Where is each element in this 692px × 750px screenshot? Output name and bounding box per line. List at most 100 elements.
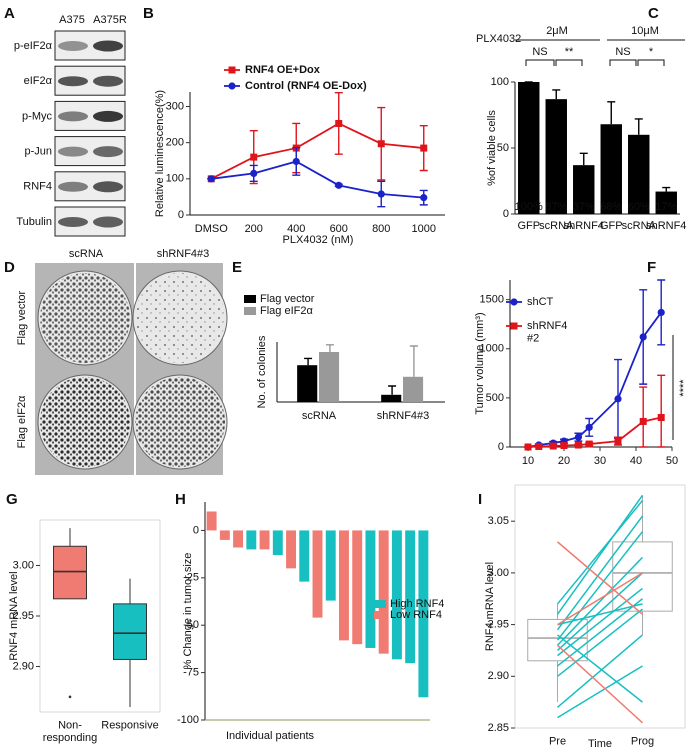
annotation: 2μM [546,25,568,37]
box [113,603,147,660]
paired-line [557,634,643,708]
error-bar [304,357,313,366]
y-tick-label: 300 [166,100,184,112]
legend-label: Flag vector [260,293,315,305]
data-point [585,440,593,448]
bar [233,530,244,548]
data-point [377,190,385,198]
bar [312,530,323,618]
error-bar [325,344,334,352]
panel-letter: B [143,5,154,22]
annotation: **** [678,379,690,397]
x-tick-label: shRNF4#3 [377,410,430,422]
series-line [527,311,662,448]
value-label: 37% [573,201,595,213]
outlier [68,695,72,699]
blot-band [58,76,88,87]
bar [299,530,310,582]
blot-band [93,40,123,52]
data-point [639,333,647,341]
x-tick-label: GFP [517,220,540,232]
error-bar [579,152,588,166]
legend-swatch [244,307,256,315]
x-tick-label: 50 [666,455,678,467]
y-axis-label: %of viable cells [486,110,498,186]
significance-brackets [515,39,685,66]
x-tick-label: Prog [631,735,654,747]
bar [391,530,402,660]
x-tick-label: DMSO [195,223,228,235]
row-label: eIF2α [24,75,53,87]
annotation: * [649,46,654,58]
paired-line [557,572,643,626]
row-label: Flag vector [16,290,28,345]
data-point [657,308,665,317]
legend-swatch [244,295,256,303]
y-tick-label: 2.85 [488,722,509,734]
x-axis-label: Time [588,738,612,750]
blot-band [93,216,123,228]
paired-line [556,494,644,615]
column-label: A375R [93,14,127,26]
y-tick-label: 0 [178,209,184,221]
legend-marker [510,322,518,330]
row-label: p-eIF2α [14,40,53,52]
bar [246,530,257,550]
y-axis-label: RNF4 mRNA level [484,562,496,651]
bar [518,82,540,214]
data-point [335,119,343,127]
y-tick-label: -50 [183,619,199,631]
x-tick-label: Non-responding [43,719,97,744]
text-line: shRNF4 [527,320,567,332]
panel-letter: E [232,259,242,276]
text-line: Non- [58,719,82,731]
legend-label: Control (RNF4 OE-Dox) [245,80,367,92]
blot-band [93,181,123,193]
x-tick-label: scRNA [539,220,574,232]
blot-band [58,146,88,157]
data-point [560,442,568,450]
blot-band [58,181,88,192]
bar [545,99,567,214]
y-tick-label: 1000 [480,343,504,355]
error-bar [634,118,643,135]
y-tick-label: 1500 [480,294,504,306]
legend-label: Low RNF4 [390,609,442,621]
data-point [250,169,258,177]
data-point [420,144,428,152]
bar [219,530,230,540]
paired-line [556,644,644,724]
bar [352,530,363,645]
row-label: Tubulin [16,216,52,228]
row-label: RNF4 [23,181,52,193]
x-tick-label: scRNA [622,220,657,232]
bar [403,376,424,402]
data-point [524,443,532,451]
y-tick-label: 0 [193,524,199,536]
data-point [420,194,428,202]
x-tick-label: 800 [372,223,390,235]
annotation: NS [615,46,630,58]
data-point [639,417,647,425]
y-axis-label: Tumor volume (mm³) [474,312,486,414]
data-point [614,437,622,445]
paired-line [557,665,643,719]
paired-line [556,556,644,646]
bar [325,530,336,601]
y-tick-label: -100 [177,714,199,726]
y-axis-label: No. of colonies [256,335,268,408]
data-point [614,395,622,403]
x-tick-label: 1000 [412,223,436,235]
x-tick-label: shRNF4 [564,220,604,232]
data-point [377,140,385,148]
colony-image [35,263,228,475]
blot-band [58,217,88,227]
error-bar [657,374,666,448]
panel-letter: F [647,259,656,276]
paired-line [556,572,644,652]
bar [655,191,677,214]
y-tick-label: 200 [166,137,184,149]
column-label: A375 [59,14,85,26]
legend-label: Flag eIF2α [260,305,313,317]
